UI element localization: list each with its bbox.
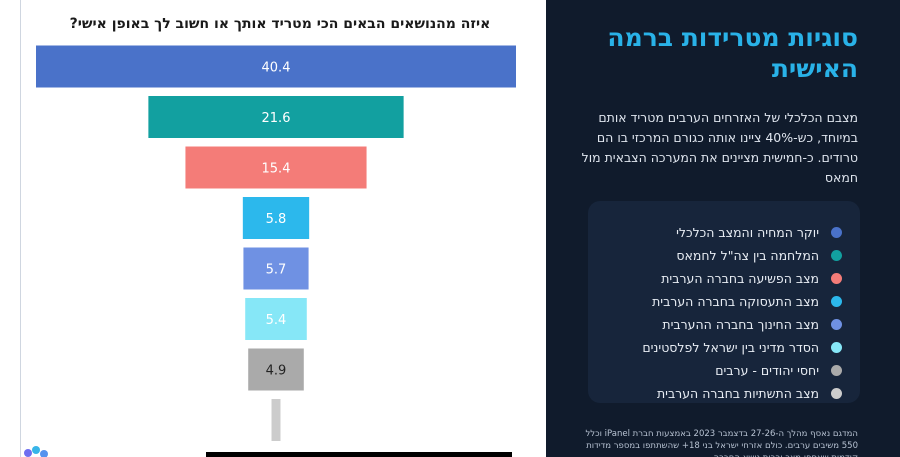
legend-dot-icon xyxy=(831,273,842,284)
legend-item: הסדר מדיני בין ישראל לפלסטינים xyxy=(642,336,842,359)
legend-label: מצב התשתיות בחברה הערבית xyxy=(656,386,819,401)
funnel-bar-1 xyxy=(33,42,519,91)
panel-title: סוגיות מטרידות ברמה האישית xyxy=(607,23,858,83)
footnote: המדגם נאסף מהלך ה-27-26 בדצמבר 2023 באמצ… xyxy=(585,429,858,457)
legend-label: מצב הפשיעה בחברה הערבית xyxy=(661,271,819,286)
legend-dot-icon xyxy=(831,227,842,238)
bottom-bar xyxy=(206,452,512,457)
funnel-value-label-3: 15.4 xyxy=(262,162,291,177)
chart-legend: יוקר המחיה והמצב הכלכלי המלחמה בין צה"ל ל… xyxy=(588,201,860,403)
legend-item: מצב החינוך בחברה ההערבית xyxy=(642,313,842,336)
funnel-bar-2 xyxy=(145,93,407,141)
chart-panel: איזה מהנושאים הבאים הכי מטריד אותך או חש… xyxy=(20,0,519,457)
funnel-bar-3 xyxy=(182,143,370,192)
chart-title: איזה מהנושאים הבאים הכי מטריד אותך או חש… xyxy=(69,16,491,32)
funnel-value-label-7: 4.9 xyxy=(266,364,287,379)
funnel-bar-7 xyxy=(245,345,307,394)
legend-label: יחסי יהודים - ערבים xyxy=(715,363,819,378)
funnel-value-label-2: 21.6 xyxy=(262,111,291,126)
legend-item: המלחמה בין צה"ל לחמאס xyxy=(642,244,842,267)
legend-dot-icon xyxy=(831,250,842,261)
legend-item: מצב התעסוקה בחברה הערבית xyxy=(642,290,842,313)
legend-dot-icon xyxy=(831,319,842,330)
funnel-bar-6 xyxy=(242,295,310,343)
legend-dot-icon xyxy=(831,296,842,307)
legend-label: מצב החינוך בחברה ההערבית xyxy=(662,317,819,332)
legend-item: מצב התשתיות בחברה הערבית xyxy=(642,382,842,405)
legend-item: מצב הפשיעה בחברה הערבית xyxy=(642,267,842,290)
funnel-value-label-4: 5.8 xyxy=(266,212,287,227)
legend-item: יוקר המחיה והמצב הכלכלי xyxy=(642,221,842,244)
legend-label: המלחמה בין צה"ל לחמאס xyxy=(676,248,819,263)
funnel-chart: 40.4 21.6 15.4 5.8 5.7 5.4 4.9 xyxy=(33,42,519,444)
panel-description: מצבם הכלכלי של האזרחים הערבים מטריד אותם… xyxy=(581,110,858,185)
legend-dot-icon xyxy=(831,388,842,399)
funnel-value-label-6: 5.4 xyxy=(266,313,287,328)
legend-label: הסדר מדיני בין ישראל לפלסטינים xyxy=(642,340,819,355)
funnel-value-label-5: 5.7 xyxy=(266,263,287,278)
brand-logo-icon xyxy=(22,446,52,457)
panel-divider-line xyxy=(20,0,21,457)
funnel-bar-5 xyxy=(240,244,312,293)
legend-item: יחסי יהודים - ערבים xyxy=(642,359,842,382)
legend-label: יוקר המחיה והמצב הכלכלי xyxy=(676,225,819,240)
legend-dot-icon xyxy=(831,342,842,353)
funnel-value-label-1: 40.4 xyxy=(262,61,291,76)
funnel-bar-4 xyxy=(239,194,313,242)
info-panel: סוגיות מטרידות ברמה האישית מצבם הכלכלי ש… xyxy=(546,0,900,457)
legend-label: מצב התעסוקה בחברה הערבית xyxy=(652,294,819,309)
legend-dot-icon xyxy=(831,365,842,376)
legend-list: יוקר המחיה והמצב הכלכלי המלחמה בין צה"ל ל… xyxy=(642,221,842,405)
funnel-bar-8 xyxy=(268,396,284,444)
